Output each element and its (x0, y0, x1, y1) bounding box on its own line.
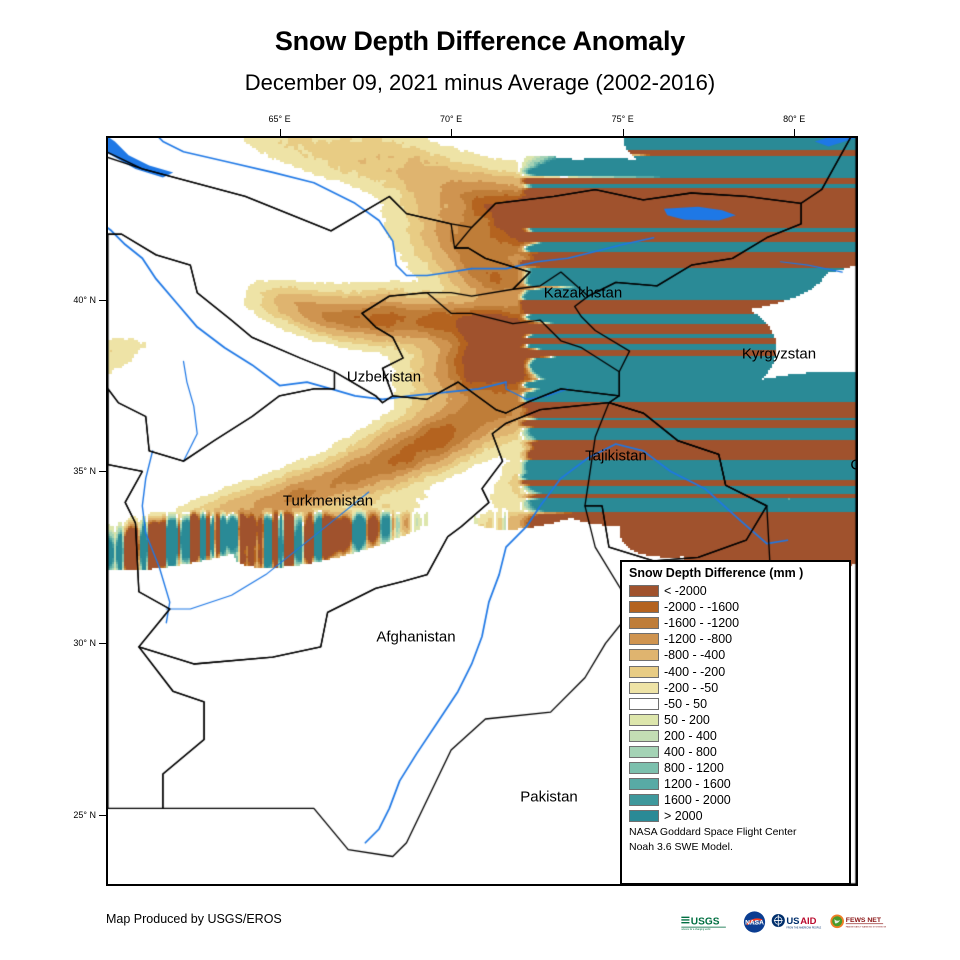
legend-swatch (629, 729, 659, 742)
lon-tick-mark (622, 129, 624, 136)
legend-class-list: < -2000 -2000 - -1600 -1600 - -1200 -1200 -… (629, 583, 844, 824)
legend-label: -1200 - -800 (664, 632, 733, 647)
legend-row: -800 - -400 (629, 647, 844, 663)
svg-text:science for a changing world: science for a changing world (681, 928, 711, 931)
legend-swatch (629, 697, 659, 710)
lon-tick-label: 80° E (783, 114, 806, 124)
legend-label: -800 - -400 (664, 648, 726, 663)
legend-swatch (629, 649, 659, 662)
lon-tick-mark (451, 129, 453, 136)
svg-text:FROM THE AMERICAN PEOPLE: FROM THE AMERICAN PEOPLE (786, 927, 821, 930)
legend-label: -50 - 50 (664, 696, 708, 711)
page-subtitle: December 09, 2021 minus Average (2002-20… (244, 70, 716, 95)
legend-label: -200 - -50 (664, 680, 719, 695)
legend-row: 50 - 200 (629, 712, 844, 728)
legend-label: 50 - 200 (664, 712, 710, 727)
legend-swatch (629, 617, 659, 630)
lat-tick-mark (99, 299, 106, 301)
svg-text:AID: AID (800, 916, 816, 927)
map-credit: Map Produced by USGS/EROS (106, 912, 282, 926)
legend-label: < -2000 (664, 584, 707, 599)
legend-label: -400 - -200 (664, 664, 726, 679)
legend-label: 1600 - 2000 (664, 793, 731, 808)
lon-tick-label: 65° E (268, 114, 291, 124)
legend-swatch (629, 633, 659, 646)
legend-swatch (629, 681, 659, 694)
legend-note-line1: NASA Goddard Space Flight Center (629, 826, 797, 839)
fewsnet-logo: FEWS NET FAMINE EARLY WARNING SYSTEMS NE… (830, 912, 886, 932)
legend-swatch (629, 778, 659, 791)
logo-strip: USGS science for a changing world NASA U… (680, 910, 886, 934)
legend-row: 400 - 800 (629, 744, 844, 760)
legend-row: -1600 - -1200 (629, 615, 844, 631)
legend-swatch (629, 762, 659, 775)
legend-label: 1200 - 1600 (664, 777, 731, 792)
legend-row: -2000 - -1600 (629, 599, 844, 615)
legend-title: Snow Depth Difference (mm ) (629, 566, 804, 580)
legend-label: 200 - 400 (664, 728, 717, 743)
lat-tick-label: 40° N (73, 294, 96, 305)
legend-label: -1600 - -1200 (664, 616, 740, 631)
legend-label: 800 - 1200 (664, 761, 724, 776)
legend-swatch (629, 713, 659, 726)
legend-swatch (629, 585, 659, 598)
svg-text:FEWS NET: FEWS NET (846, 917, 882, 924)
lat-tick-mark (99, 471, 106, 473)
legend-row: -400 - -200 (629, 663, 844, 679)
legend-label: > 2000 (664, 809, 703, 824)
legend-swatch (629, 745, 659, 758)
legend-row: > 2000 (629, 808, 844, 824)
lat-tick-mark (99, 643, 106, 645)
lat-tick-label: 25° N (73, 810, 96, 821)
usgs-logo: USGS science for a changing world (680, 913, 738, 931)
nasa-logo: NASA (743, 911, 766, 933)
lon-tick-label: 75° E (611, 114, 634, 124)
legend-swatch (629, 601, 659, 614)
legend-row: 800 - 1200 (629, 760, 844, 776)
legend-row: -1200 - -800 (629, 631, 844, 647)
legend-row: -200 - -50 (629, 680, 844, 696)
lon-tick-mark (794, 129, 796, 136)
svg-text:USGS: USGS (691, 917, 720, 928)
legend-swatch (629, 665, 659, 678)
lon-tick-label: 70° E (440, 114, 463, 124)
legend-row: -50 - 50 (629, 696, 844, 712)
legend-panel: Snow Depth Difference (mm ) < -2000 -2000… (620, 560, 851, 885)
svg-text:NASA: NASA (745, 920, 764, 927)
legend-row: 1200 - 1600 (629, 776, 844, 792)
page-title: Snow Depth Difference Anomaly (274, 26, 686, 56)
lat-tick-label: 30° N (73, 638, 96, 649)
legend-label: -2000 - -1600 (664, 600, 740, 615)
lat-tick-label: 35° N (73, 466, 96, 477)
svg-text:US: US (786, 916, 799, 927)
legend-row: < -2000 (629, 583, 844, 599)
svg-text:FAMINE EARLY WARNING SYSTEMS N: FAMINE EARLY WARNING SYSTEMS NETWORK (846, 926, 886, 929)
legend-label: 400 - 800 (664, 744, 717, 759)
legend-note-line2: Noah 3.6 SWE Model. (629, 841, 733, 854)
legend-row: 200 - 400 (629, 728, 844, 744)
legend-swatch (629, 810, 659, 823)
legend-row: 1600 - 2000 (629, 792, 844, 808)
lon-tick-mark (279, 129, 281, 136)
usaid-logo: US AID FROM THE AMERICAN PEOPLE (771, 912, 825, 932)
legend-swatch (629, 794, 659, 807)
lat-tick-mark (99, 815, 106, 817)
